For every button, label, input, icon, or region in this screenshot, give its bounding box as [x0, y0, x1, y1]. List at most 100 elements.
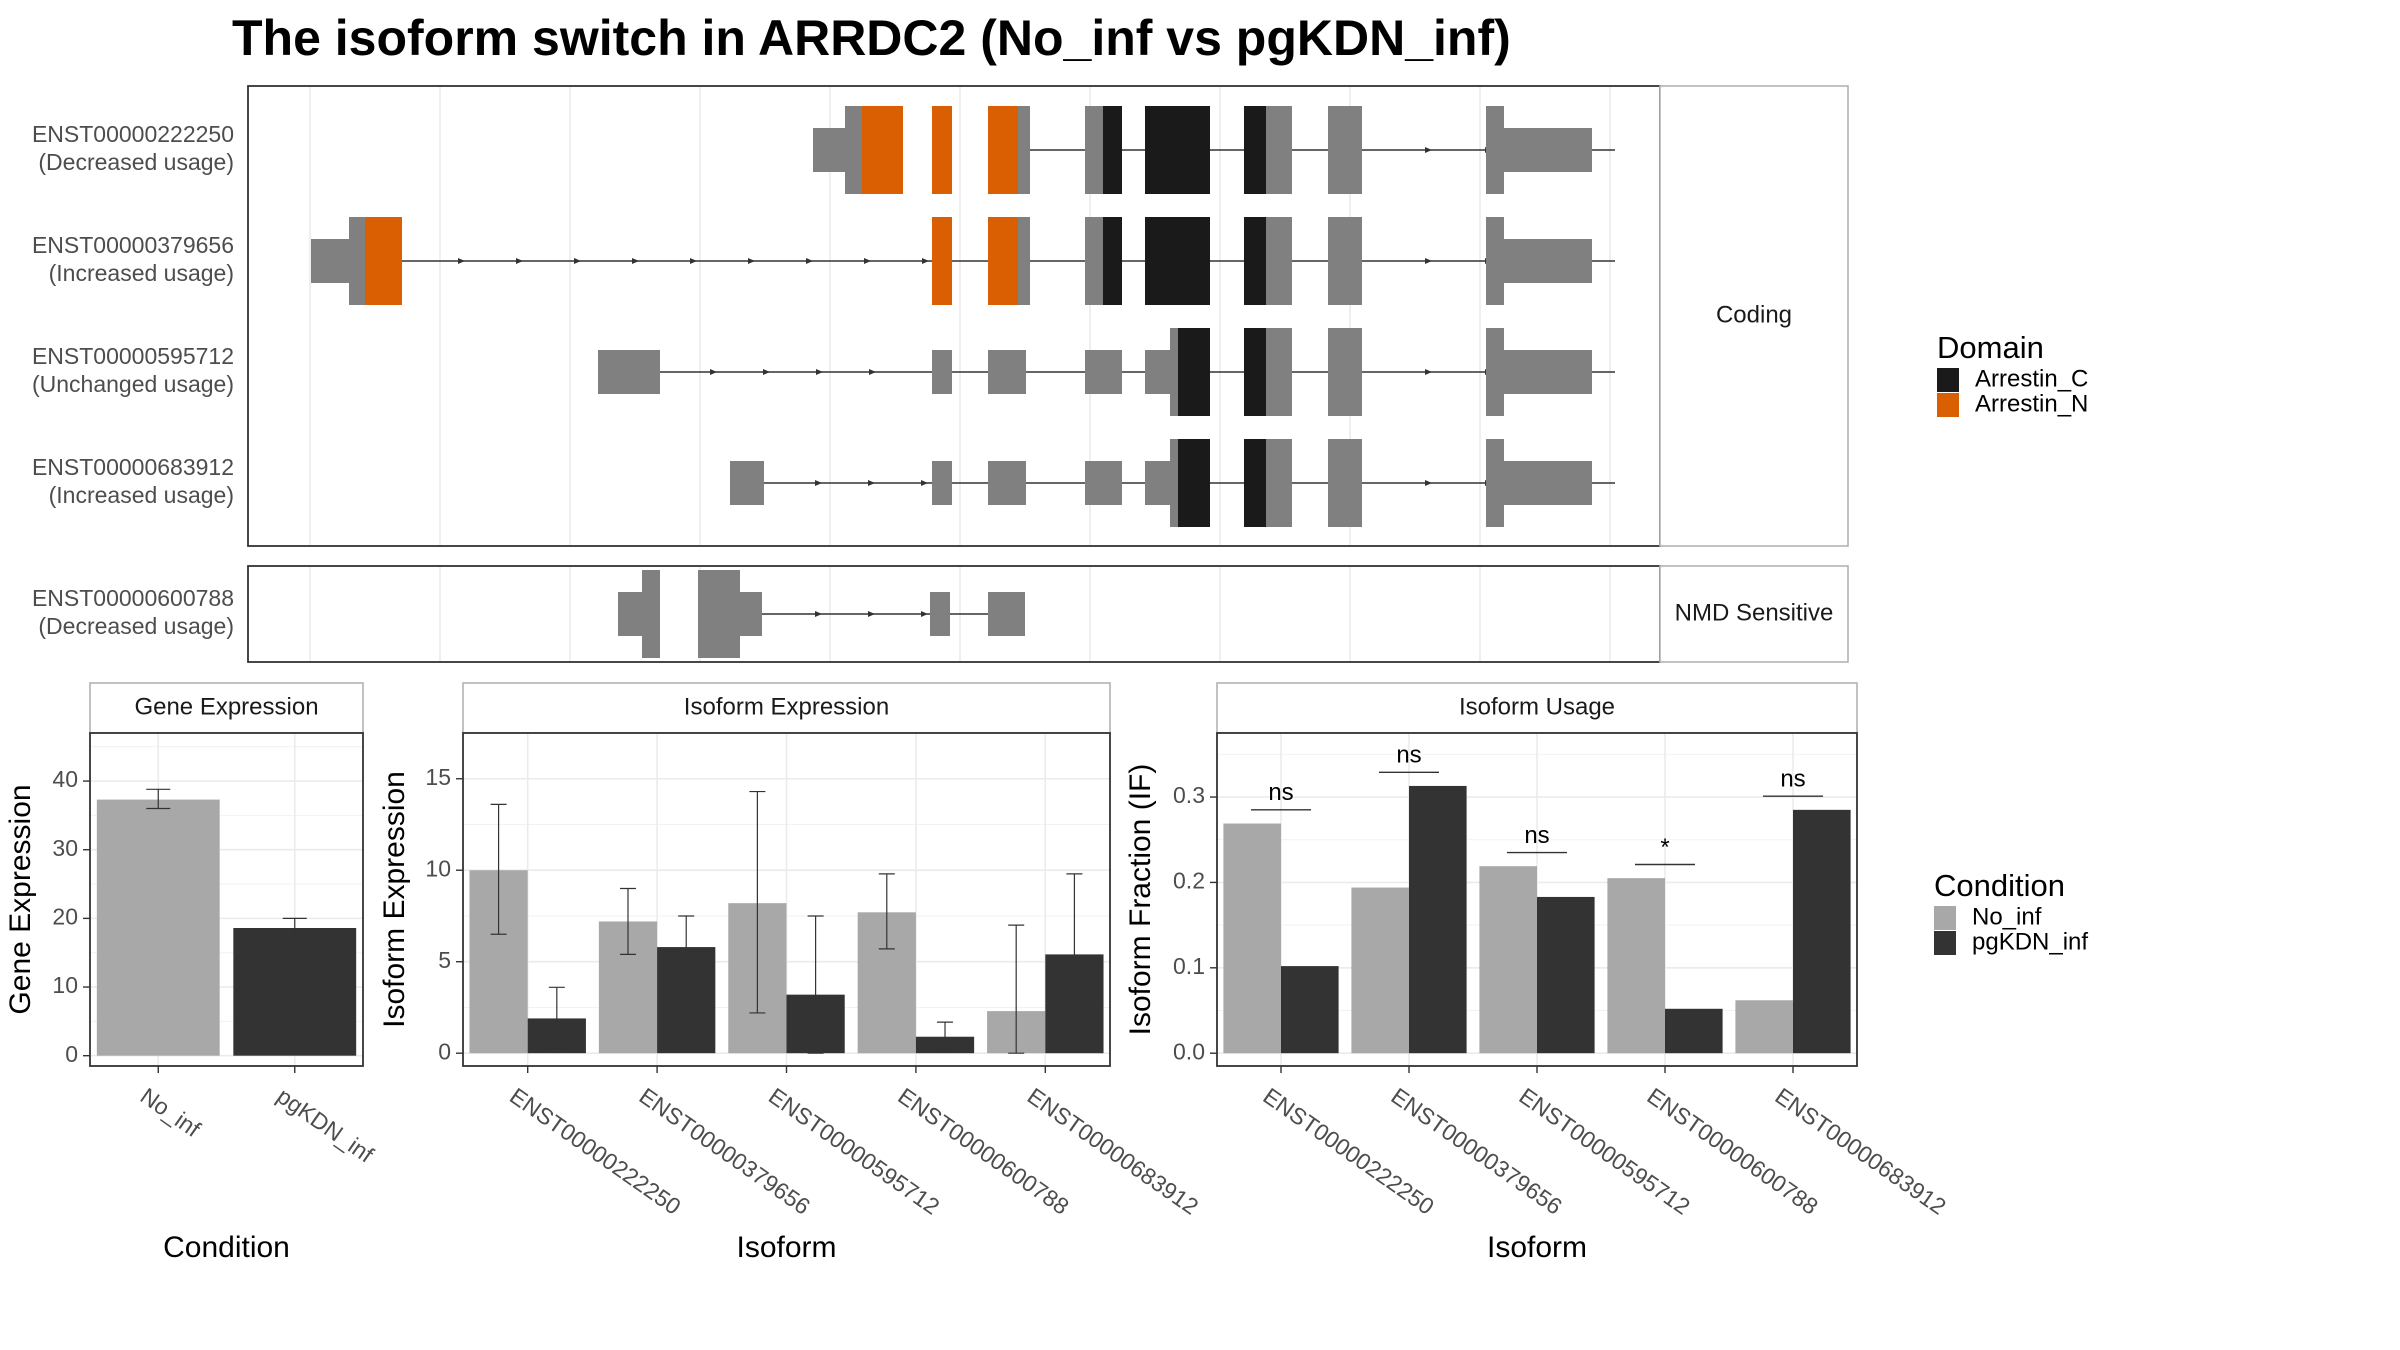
exon [1018, 217, 1030, 305]
x-axis-title: Isoform [1487, 1231, 1587, 1264]
exon [932, 461, 952, 505]
intron-arrow [516, 258, 523, 264]
domain-legend-key [1937, 393, 1959, 417]
exon [932, 350, 952, 394]
domain-legend-label: Arrestin_C [1975, 365, 2088, 392]
exon [988, 350, 1026, 394]
exon [1266, 106, 1292, 194]
coding-panel [248, 86, 1660, 546]
page-title: The isoform switch in ARRDC2 (No_inf vs … [232, 10, 1511, 66]
exon [1504, 350, 1592, 394]
y-tick-label: 15 [425, 764, 451, 790]
exon [1145, 461, 1170, 505]
y-tick-label: 30 [52, 835, 78, 861]
exon [642, 570, 660, 658]
exon [1170, 328, 1178, 416]
intron-arrow [815, 480, 822, 486]
bar [1351, 887, 1409, 1054]
exon [1486, 328, 1504, 416]
transcript-id-label: ENST00000595712 [32, 343, 234, 369]
intron-arrow [816, 369, 823, 375]
exon [311, 239, 349, 283]
y-tick-label: 0.0 [1173, 1038, 1205, 1064]
condition-legend-key [1934, 931, 1956, 955]
exon [349, 217, 365, 305]
exon [1085, 217, 1103, 305]
y-tick-label: 0 [438, 1038, 451, 1064]
bar [96, 799, 220, 1056]
arrestin-c-domain [1145, 217, 1210, 305]
intron-arrow [806, 258, 813, 264]
transcript-usage-label: (Decreased usage) [38, 613, 234, 639]
bar [1793, 809, 1851, 1054]
exon [1085, 350, 1122, 394]
exon [1085, 106, 1103, 194]
intron-arrow [868, 480, 875, 486]
intron-arrow [1425, 147, 1432, 153]
coding-strip [1659, 85, 1849, 547]
transcript-usage-label: (Decreased usage) [38, 149, 234, 175]
transcript-usage-label: (Unchanged usage) [32, 371, 234, 397]
coding-strip-label: Coding [1716, 301, 1792, 328]
exon [698, 570, 740, 658]
condition-legend-key [1934, 906, 1956, 930]
y-tick-label: 0.2 [1173, 868, 1205, 894]
intron-arrow [763, 369, 770, 375]
nmd-strip [1659, 565, 1849, 663]
arrestin-c-domain [1145, 106, 1210, 194]
intron-arrow [864, 258, 871, 264]
bar [1607, 878, 1665, 1054]
nmd-strip-label: NMD Sensitive [1675, 599, 1834, 626]
exon [1486, 217, 1504, 305]
exon [618, 592, 642, 636]
domain-legend-title: Domain [1937, 330, 2044, 365]
exon [1266, 328, 1292, 416]
intron-arrow [710, 369, 717, 375]
exon [1085, 461, 1122, 505]
y-tick-label: 20 [52, 903, 78, 929]
intron-arrow [1425, 258, 1432, 264]
bar [1537, 896, 1595, 1054]
domain-legend-key [1937, 368, 1959, 392]
y-tick-label: 10 [52, 972, 78, 998]
intron-arrow [921, 480, 928, 486]
exon [1328, 328, 1362, 416]
y-tick-label: 0.1 [1173, 953, 1205, 979]
arrestin-n-domain [932, 106, 952, 194]
arrestin-c-domain [1244, 328, 1266, 416]
arrestin-c-domain [1244, 217, 1266, 305]
exon [1266, 217, 1292, 305]
transcript-usage-label: (Increased usage) [49, 260, 234, 286]
intron-arrow [921, 611, 928, 617]
exon [1504, 239, 1592, 283]
significance-label: ns [1268, 779, 1293, 806]
facet-strip-label: Gene Expression [134, 693, 318, 720]
exon [988, 592, 1025, 636]
facet-strip-label: Isoform Usage [1459, 693, 1615, 720]
arrestin-n-domain [988, 106, 1018, 194]
exon [1328, 439, 1362, 527]
transcript-usage-label: (Increased usage) [49, 482, 234, 508]
intron-arrow [632, 258, 639, 264]
x-axis-title: Condition [163, 1231, 290, 1264]
intron-arrow [1425, 480, 1432, 486]
bar [233, 927, 357, 1056]
plot-panel-border [89, 732, 364, 1067]
intron-arrow [1425, 369, 1432, 375]
exon [988, 461, 1026, 505]
significance-label: ns [1396, 742, 1421, 769]
exon [1486, 106, 1504, 194]
exon [1328, 106, 1362, 194]
exon [845, 106, 862, 194]
arrestin-n-domain [365, 217, 402, 305]
condition-legend-label: pgKDN_inf [1972, 928, 2088, 955]
intron-arrow [922, 258, 929, 264]
exon [1486, 439, 1504, 527]
exon [598, 350, 660, 394]
transcript-id-label: ENST00000222250 [32, 121, 234, 147]
bar [1665, 1008, 1723, 1054]
facet-strip-label: Isoform Expression [684, 693, 889, 720]
intron-arrow [868, 611, 875, 617]
x-tick-label: pgKDN_inf [272, 1083, 379, 1168]
